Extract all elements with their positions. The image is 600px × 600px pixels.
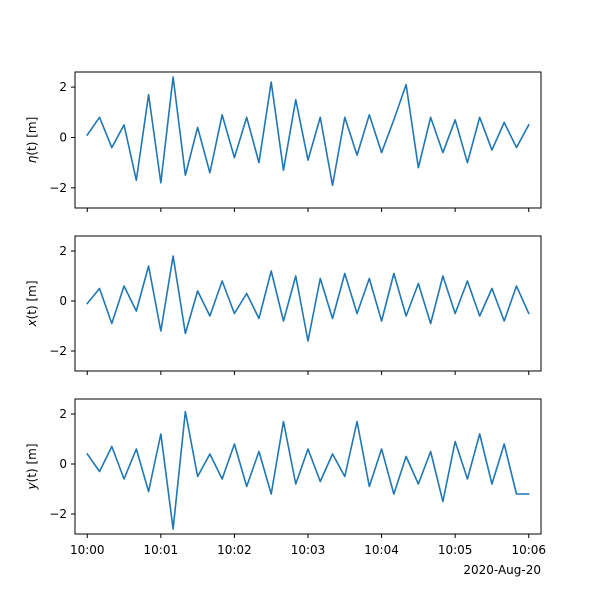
y-tick-label: 2 <box>59 80 67 94</box>
subplot-3: −2 0 2 10:00 10:01 10:02 10:03 10:04 10:05 10:06 y… <box>25 398 546 577</box>
series-line-3-1 <box>86 410 530 530</box>
y-axis-label-unit: (t) [m] <box>25 443 39 482</box>
x-tick-label: 10:02 <box>217 543 252 557</box>
x-tick-label: 10:00 <box>70 543 105 557</box>
subplot-1: −2 0 2 η(t) [m] <box>25 71 542 212</box>
y-axis-label-variable: x <box>25 319 39 328</box>
x-tick-label: 10:03 <box>291 543 326 557</box>
x-tick-label: 10:01 <box>144 543 179 557</box>
x-axis-date-note: 2020-Aug-20 <box>463 563 541 577</box>
series-line-2-1 <box>86 255 530 342</box>
y-tick-label: 0 <box>59 457 67 471</box>
y-axis-label-variable: y <box>25 482 39 491</box>
subplot-2: −2 0 2 x(t) [m] <box>25 235 542 375</box>
x-tick-label: 10:06 <box>511 543 546 557</box>
y-tick-label: 0 <box>59 294 67 308</box>
y-tick-label: 2 <box>59 407 67 421</box>
y-axis-label-unit: (t) [m] <box>25 280 39 319</box>
y-axis-label: η(t) [m] <box>25 117 39 164</box>
series-line-1-1 <box>86 76 530 187</box>
x-tick-label: 10:04 <box>364 543 399 557</box>
y-axis-label: x(t) [m] <box>25 280 39 327</box>
x-tick-label: 10:05 <box>438 543 473 557</box>
y-axis-label-variable: η <box>25 155 39 163</box>
y-tick-label: −2 <box>49 344 67 358</box>
y-tick-label: −2 <box>49 507 67 521</box>
y-tick-label: −2 <box>49 181 67 195</box>
y-tick-label: 2 <box>59 244 67 258</box>
y-axis-label-unit: (t) [m] <box>25 117 39 156</box>
y-axis-label: y(t) [m] <box>25 443 39 490</box>
y-tick-label: 0 <box>59 130 67 144</box>
